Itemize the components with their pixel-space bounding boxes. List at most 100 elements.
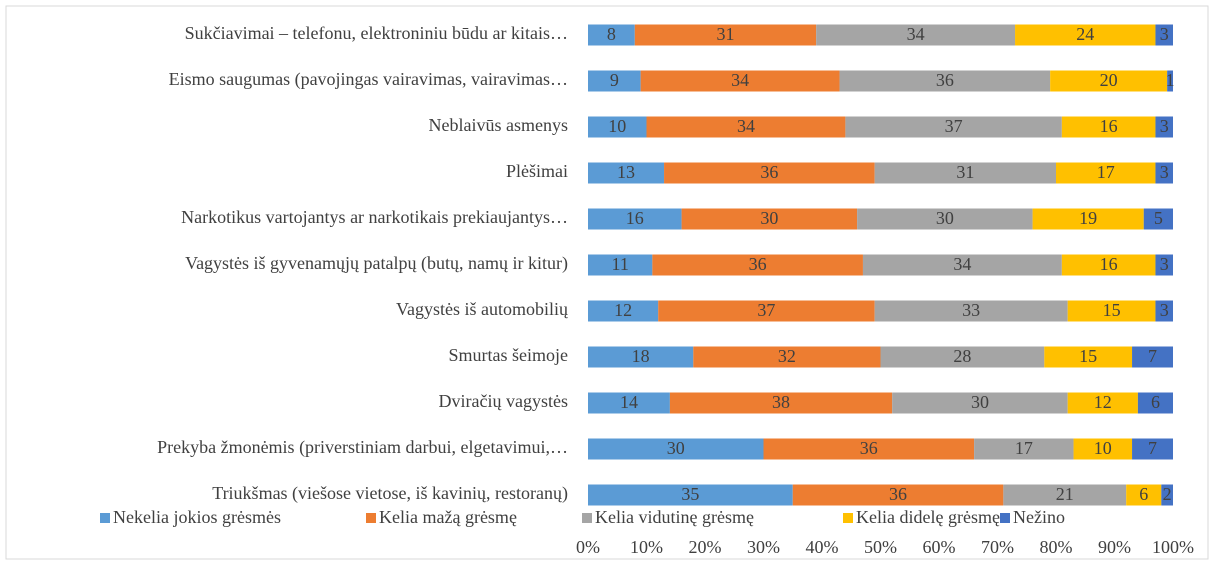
data-label: 35 <box>681 484 699 504</box>
data-label: 28 <box>953 346 971 366</box>
legend-swatch <box>366 513 376 523</box>
bar-segment <box>1067 300 1156 322</box>
legend-label: Kelia vidutinę grėsmę <box>595 507 754 527</box>
data-label: 8 <box>607 24 616 44</box>
data-label: 6 <box>1151 392 1160 412</box>
bar-segment <box>1143 208 1173 230</box>
data-label: 30 <box>936 208 954 228</box>
data-label: 21 <box>1056 484 1074 504</box>
data-label: 36 <box>889 484 907 504</box>
category-label: Prekyba žmonėmis (priverstiniam darbui, … <box>157 437 568 458</box>
data-label: 3 <box>1160 24 1169 44</box>
bar-segment <box>588 208 682 230</box>
data-label: 32 <box>778 346 796 366</box>
data-label: 34 <box>907 24 925 44</box>
legend-label: Kelia mažą grėsmę <box>379 507 517 527</box>
data-label: 3 <box>1160 254 1169 274</box>
data-label: 34 <box>737 116 755 136</box>
category-label: Triukšmas (viešose vietose, iš kavinių, … <box>212 483 568 504</box>
data-label: 15 <box>1079 346 1097 366</box>
data-label: 19 <box>1079 208 1097 228</box>
bar-segment <box>1015 24 1156 46</box>
bar-segment <box>588 254 653 276</box>
data-label: 7 <box>1148 438 1157 458</box>
bar-segment <box>1167 70 1173 92</box>
bar-segment <box>816 24 1016 46</box>
data-label: 36 <box>936 70 954 90</box>
bar-segment <box>1155 300 1173 322</box>
data-label: 10 <box>608 116 626 136</box>
x-tick-label: 0% <box>576 537 600 557</box>
category-label: Narkotikus vartojantys ar narkotikais pr… <box>181 207 568 227</box>
legend-label: Nekelia jokios grėsmės <box>113 507 281 527</box>
category-label: Sukčiavimai – telefonu, elektroniniu būd… <box>185 23 568 43</box>
data-label: 31 <box>716 24 734 44</box>
bar-segment <box>1137 392 1173 414</box>
x-tick-label: 50% <box>864 537 897 557</box>
bar-segment <box>588 346 694 368</box>
bar-segment <box>1161 484 1173 506</box>
legend-label: Nežino <box>1013 507 1065 527</box>
category-label: Eismo saugumas (pavojingas vairavimas, v… <box>169 69 568 90</box>
data-label: 17 <box>1015 438 1033 458</box>
data-label: 16 <box>1100 116 1118 136</box>
bar-segment <box>1056 162 1156 184</box>
bar-segment <box>1061 254 1156 276</box>
bar-segment <box>1132 346 1173 368</box>
bar-segment <box>588 162 665 184</box>
data-label: 2 <box>1163 484 1172 504</box>
bar-segment <box>646 116 846 138</box>
bar-segment <box>1032 208 1144 230</box>
bar-segment <box>1155 162 1173 184</box>
bar-segment <box>839 70 1051 92</box>
bar-segment <box>974 438 1074 460</box>
data-label: 20 <box>1100 70 1118 90</box>
bar-segment <box>652 254 863 276</box>
x-tick-label: 80% <box>1040 537 1073 557</box>
x-tick-label: 100% <box>1152 537 1194 557</box>
legend-swatch <box>1000 513 1010 523</box>
category-label: Dviračių vagystės <box>439 391 568 411</box>
bar-segment <box>658 300 875 322</box>
x-tick-label: 30% <box>747 537 780 557</box>
x-tick-label: 20% <box>689 537 722 557</box>
bar-segment <box>792 484 1004 506</box>
bar-segment <box>1067 392 1138 414</box>
bar-segment <box>862 254 1062 276</box>
data-label: 12 <box>1094 392 1112 412</box>
bar-segment <box>1155 116 1173 138</box>
data-label: 37 <box>945 116 963 136</box>
x-tick-label: 10% <box>630 537 663 557</box>
bar-segment <box>1003 484 1127 506</box>
legend-swatch <box>582 513 592 523</box>
chart-border <box>5 5 1209 560</box>
data-label: 15 <box>1103 300 1121 320</box>
data-label: 30 <box>760 208 778 228</box>
bar-segment <box>763 438 975 460</box>
data-label: 13 <box>617 162 635 182</box>
data-label: 12 <box>614 300 632 320</box>
bar-segment <box>640 70 840 92</box>
x-tick-label: 90% <box>1098 537 1131 557</box>
bar-segment <box>588 300 659 322</box>
data-label: 14 <box>620 392 638 412</box>
data-label: 33 <box>962 300 980 320</box>
bar-segment <box>1044 346 1133 368</box>
data-label: 18 <box>632 346 650 366</box>
bar-segment <box>1050 70 1168 92</box>
bar-segment <box>874 162 1056 184</box>
data-label: 10 <box>1094 438 1112 458</box>
category-label: Neblaivūs asmenys <box>429 115 568 135</box>
data-label: 30 <box>667 438 685 458</box>
data-label: 24 <box>1076 24 1094 44</box>
bar-segment <box>1155 254 1173 276</box>
bar-segment <box>880 346 1045 368</box>
bar-segment <box>588 116 647 138</box>
bar-segment <box>588 438 764 460</box>
data-label: 7 <box>1148 346 1157 366</box>
data-label: 3 <box>1160 162 1169 182</box>
bar-segment <box>588 392 670 414</box>
data-label: 38 <box>772 392 790 412</box>
x-tick-label: 70% <box>981 537 1014 557</box>
